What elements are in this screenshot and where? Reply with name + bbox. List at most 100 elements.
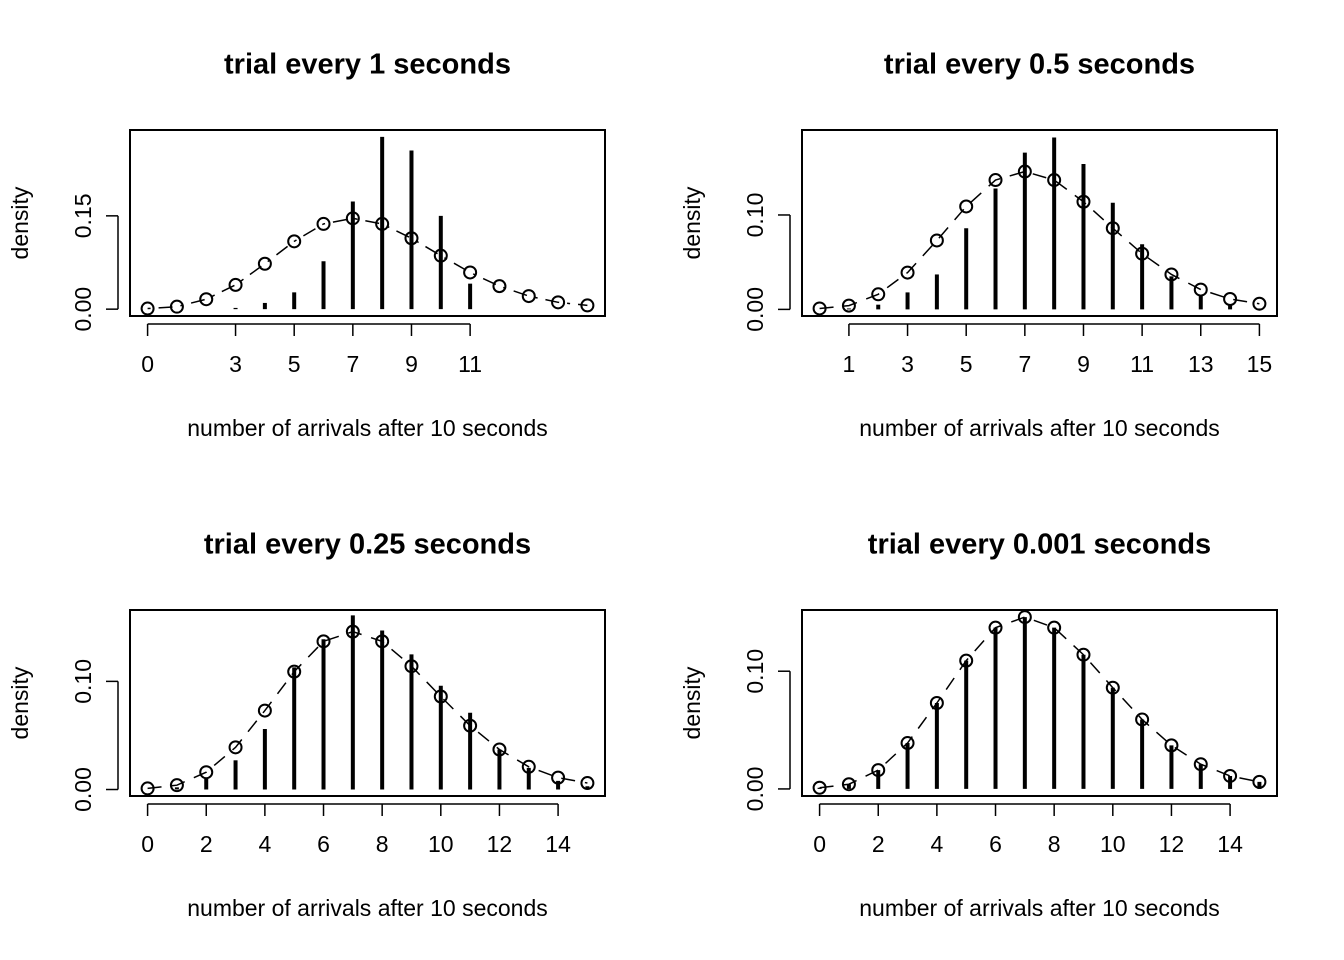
point [463,718,478,733]
point [169,299,184,314]
y-tick-label: 0.00 [742,767,768,812]
y-tick-label: 0.15 [70,193,96,238]
point [959,199,974,214]
x-tick-label: 10 [1100,831,1126,857]
panel: trial every 0.25 seconds number of arriva… [7,529,606,921]
x-tick-label: 2 [200,831,213,857]
x-tick-label: 7 [1018,351,1031,377]
point [812,780,827,795]
point [257,703,272,718]
point [140,301,155,316]
point [140,781,155,796]
x-tick-label: 4 [258,831,271,857]
y-axis-label: density [679,666,705,739]
point [580,776,595,791]
point [463,265,478,280]
x-tick-label: 5 [288,351,301,377]
x-tick-label: 14 [1217,831,1243,857]
plot-box [801,129,1278,317]
point [551,770,566,785]
x-tick-label: 0 [141,351,154,377]
x-tick-label: 9 [405,351,418,377]
x-axis-label: number of arrivals after 10 seconds [187,415,548,441]
point [199,765,214,780]
point [1164,738,1179,753]
point [1017,610,1032,625]
chart-title: trial every 0.001 seconds [868,529,1211,561]
point [404,231,419,246]
point [1164,267,1179,282]
x-tick-label: 14 [545,831,571,857]
x-tick-label: 11 [1130,351,1154,377]
point [257,256,272,271]
plot-box [129,609,606,797]
point [287,664,302,679]
x-axis-label: number of arrivals after 10 seconds [859,415,1220,441]
x-tick-label: 7 [346,351,359,377]
point [900,736,915,751]
point [1252,774,1267,789]
point [287,234,302,249]
x-tick-label: 9 [1077,351,1090,377]
point [345,211,360,226]
x-tick-label: 8 [376,831,389,857]
point [841,777,856,792]
point [375,216,390,231]
point [492,279,507,294]
chart-title: trial every 1 seconds [224,49,511,81]
x-tick-label: 0 [813,831,826,857]
x-tick-label: 6 [989,831,1002,857]
connecting-line [819,616,1260,789]
point [375,634,390,649]
point [1135,712,1150,727]
x-tick-label: 0 [141,831,154,857]
point [228,740,243,755]
x-tick-label: 6 [317,831,330,857]
x-tick-label: 12 [487,831,513,857]
point [841,298,856,313]
point [871,763,886,778]
point [1135,246,1150,261]
point [199,292,214,307]
y-tick-label: 0.00 [70,287,96,332]
point [1047,173,1062,188]
point [812,301,827,316]
point [404,659,419,674]
x-tick-label: 15 [1247,351,1273,377]
point [900,265,915,280]
y-axis-label: density [7,666,33,739]
connecting-line [147,630,588,790]
x-tick-label: 8 [1048,831,1061,857]
point [433,248,448,263]
y-axis-label: density [7,186,33,259]
point [433,689,448,704]
connecting-line [819,170,1260,310]
y-tick-label: 0.10 [70,659,96,704]
x-tick-label: 3 [229,351,242,377]
point [316,216,331,231]
x-axis-label: number of arrivals after 10 seconds [187,895,548,921]
panel: trial every 0.001 seconds number of arriv… [679,529,1278,921]
point [1193,282,1208,297]
point [345,624,360,639]
point [492,742,507,757]
y-axis-label: density [679,186,705,259]
point [1105,680,1120,695]
x-tick-label: 4 [930,831,943,857]
panel: trial every 1 seconds number of arrivals … [7,49,606,441]
x-tick-label: 11 [458,351,482,377]
x-axis-label: number of arrivals after 10 seconds [859,895,1220,921]
x-tick-label: 5 [960,351,973,377]
point [580,298,595,313]
x-tick-label: 1 [843,351,856,377]
point [169,778,184,793]
point [1223,768,1238,783]
point [959,653,974,668]
point [1076,194,1091,209]
point [521,289,536,304]
point [1193,757,1208,772]
chart-title: trial every 0.5 seconds [884,49,1195,81]
plot-box [801,609,1278,797]
point [871,287,886,302]
